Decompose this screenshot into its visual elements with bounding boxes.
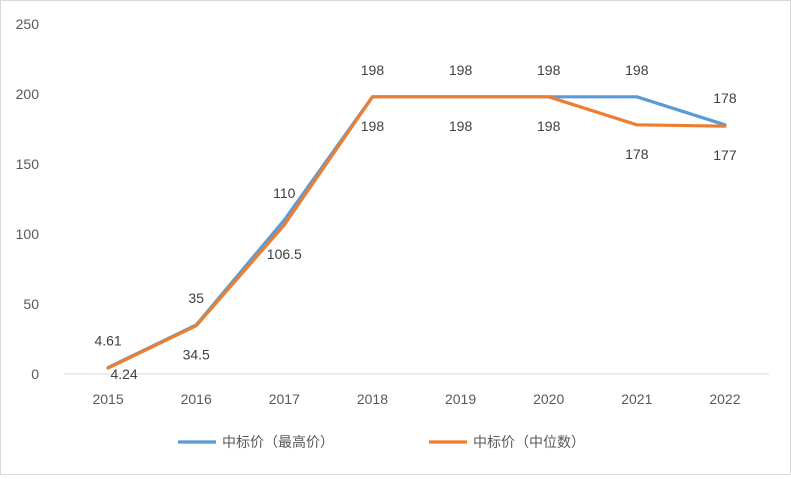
data-labels: 4.61 35 110 198 198 198 198 178 4.24 34.5 106.5 198… [94,62,736,382]
data-label: 4.61 [94,333,121,349]
y-tick-label: 150 [16,156,40,172]
y-tick-label: 250 [16,16,40,32]
legend-label: 中标价（最高价） [222,434,334,450]
y-tick-label: 50 [23,296,39,312]
data-label: 177 [713,147,737,163]
data-label: 106.5 [267,246,302,262]
data-label: 198 [537,118,561,134]
data-label: 4.24 [110,366,137,382]
series-lines [106,95,727,370]
data-label: 198 [537,62,561,78]
x-tick-label: 2020 [533,391,564,407]
x-tick-label: 2021 [621,391,652,407]
data-label: 178 [625,146,649,162]
x-tick-label: 2016 [181,391,212,407]
data-label: 198 [361,62,385,78]
legend-label: 中标价（中位数） [473,434,585,450]
x-tick-label: 2019 [445,391,476,407]
data-label: 198 [625,62,649,78]
x-tick-label: 2022 [709,391,740,407]
x-tick-label: 2017 [269,391,300,407]
data-label: 35 [188,290,204,306]
x-axis-ticks: 2015 2016 2017 2018 2019 2020 2021 2022 [92,391,740,407]
x-tick-label: 2015 [92,391,123,407]
y-tick-label: 100 [16,226,40,242]
x-tick-label: 2018 [357,391,388,407]
data-label: 34.5 [183,347,210,363]
y-tick-label: 0 [31,366,39,382]
data-label: 198 [361,118,385,134]
legend: 中标价（最高价） 中标价（中位数） [178,434,585,450]
y-axis-ticks: 0 50 100 150 200 250 [16,16,40,382]
data-label: 198 [449,62,473,78]
data-label: 178 [713,90,737,106]
data-label: 110 [273,185,296,201]
y-tick-label: 200 [16,86,40,102]
series-line-max-price [106,95,727,370]
data-label: 198 [449,118,473,134]
series-line-median-price [106,95,727,370]
